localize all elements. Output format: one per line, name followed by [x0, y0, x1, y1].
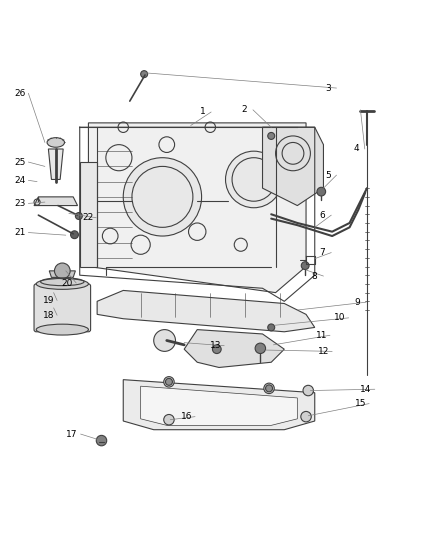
Circle shape — [75, 213, 82, 220]
Text: 21: 21 — [14, 228, 25, 237]
Circle shape — [265, 385, 272, 392]
Text: 19: 19 — [42, 296, 54, 305]
FancyBboxPatch shape — [34, 284, 91, 332]
Polygon shape — [97, 290, 315, 332]
Circle shape — [264, 383, 274, 393]
Text: 9: 9 — [354, 298, 360, 306]
Circle shape — [212, 345, 221, 353]
Text: 17: 17 — [66, 430, 78, 439]
Text: 24: 24 — [14, 176, 25, 185]
Text: 13: 13 — [210, 341, 221, 350]
Polygon shape — [123, 379, 315, 430]
Circle shape — [96, 435, 107, 446]
Circle shape — [303, 385, 314, 396]
Circle shape — [255, 343, 265, 353]
Polygon shape — [34, 197, 78, 206]
Text: 18: 18 — [42, 311, 54, 320]
Ellipse shape — [36, 324, 88, 335]
Circle shape — [268, 324, 275, 331]
Text: 26: 26 — [14, 89, 25, 98]
Circle shape — [164, 415, 174, 425]
Text: 14: 14 — [360, 385, 372, 394]
Ellipse shape — [47, 138, 64, 147]
Text: 25: 25 — [14, 158, 25, 166]
Circle shape — [268, 133, 275, 140]
Circle shape — [164, 377, 174, 387]
Text: 2: 2 — [241, 106, 247, 114]
Text: 5: 5 — [325, 171, 331, 180]
Text: 8: 8 — [312, 272, 318, 280]
Text: 12: 12 — [318, 347, 329, 356]
Text: 1: 1 — [200, 108, 205, 117]
Polygon shape — [184, 329, 284, 367]
Text: 15: 15 — [355, 399, 366, 408]
Polygon shape — [88, 123, 306, 293]
Polygon shape — [80, 162, 97, 266]
Circle shape — [301, 411, 311, 422]
Circle shape — [317, 187, 325, 196]
Text: 11: 11 — [315, 331, 327, 340]
Text: 7: 7 — [320, 248, 325, 257]
Polygon shape — [262, 127, 323, 206]
Text: 16: 16 — [180, 412, 192, 421]
Text: 4: 4 — [353, 144, 359, 154]
Circle shape — [123, 158, 201, 236]
Circle shape — [141, 71, 148, 78]
Text: 23: 23 — [14, 199, 25, 208]
Circle shape — [226, 151, 282, 208]
Polygon shape — [48, 149, 63, 180]
Circle shape — [301, 262, 309, 270]
Circle shape — [54, 263, 70, 279]
Text: 6: 6 — [320, 211, 325, 220]
Ellipse shape — [36, 278, 88, 289]
Text: 3: 3 — [325, 84, 331, 93]
Text: 10: 10 — [334, 313, 346, 322]
Polygon shape — [49, 271, 75, 277]
Circle shape — [71, 231, 78, 239]
Polygon shape — [141, 386, 297, 425]
Text: 20: 20 — [62, 279, 73, 287]
Text: 22: 22 — [82, 213, 93, 222]
Circle shape — [154, 329, 176, 351]
Circle shape — [166, 378, 173, 385]
